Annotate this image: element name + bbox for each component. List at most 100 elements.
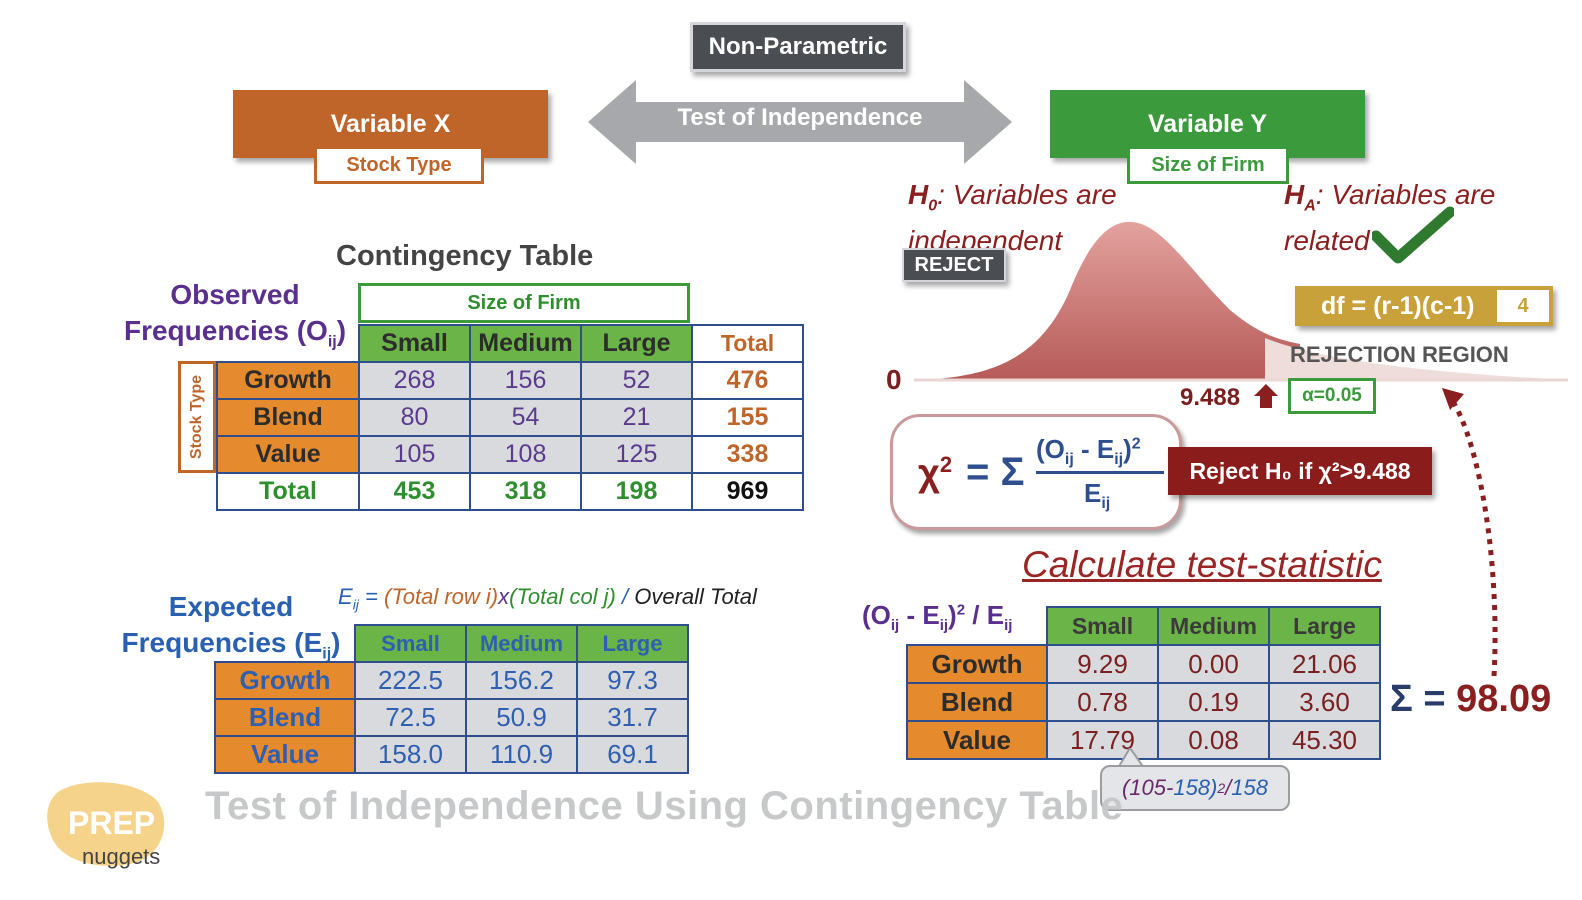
- formula-denominator: Eij: [1084, 478, 1111, 513]
- table-row: Blend 80 54 21 155: [216, 398, 804, 437]
- expected-col-medium: Medium: [465, 624, 578, 663]
- row-label-blend: Blend: [906, 682, 1048, 722]
- table-cell: 3.60: [1268, 682, 1381, 722]
- table-cell: 125: [580, 435, 693, 474]
- table-cell: 0.19: [1157, 682, 1270, 722]
- table-row: Value 17.79 0.08 45.30: [906, 720, 1381, 760]
- category-banner: Non-Parametric: [690, 22, 906, 72]
- ha-symbol: HA: [1284, 179, 1316, 215]
- table-cell: 268: [358, 361, 471, 400]
- contingency-table-title: Contingency Table: [336, 240, 594, 272]
- table-cell: 80: [358, 398, 471, 437]
- table-cell: 31.7: [576, 698, 689, 737]
- row-group-header: Stock Type: [178, 361, 216, 473]
- column-total: 453: [358, 472, 471, 511]
- table-row: Value 105 108 125 338: [216, 435, 804, 474]
- df-label: df = (r-1)(c-1): [1321, 291, 1475, 320]
- expected-table: Small Medium Large Growth 222.5 156.2 97…: [214, 624, 689, 774]
- calculate-title: Calculate test-statistic: [1022, 544, 1382, 585]
- expected-title: Expected Frequencies (Eij): [121, 591, 341, 663]
- variable-y-subtitle: Size of Firm: [1127, 146, 1289, 184]
- column-total: 198: [580, 472, 693, 511]
- row-label-value: Value: [216, 435, 360, 474]
- up-arrow-icon: [1254, 384, 1278, 408]
- row-label-growth: Growth: [216, 361, 360, 400]
- observed-header-row: Small Medium Large Total: [217, 324, 804, 363]
- table-cell: 156.2: [465, 661, 578, 700]
- calc-col-small: Small: [1046, 606, 1159, 646]
- table-cell: 52: [580, 361, 693, 400]
- zero-label: 0: [886, 364, 902, 395]
- table-cell: 21.06: [1268, 644, 1381, 684]
- calc-col-large: Large: [1268, 606, 1381, 646]
- table-cell: 97.3: [576, 661, 689, 700]
- critical-value-label: 9.488: [1180, 384, 1241, 411]
- table-row: Growth 222.5 156.2 97.3: [214, 661, 689, 700]
- table-cell: 0.00: [1157, 644, 1270, 684]
- table-cell: 0.08: [1157, 720, 1270, 760]
- observed-title: Observed Frequencies (Oij): [123, 279, 347, 351]
- expected-corner: [215, 625, 355, 662]
- column-group-header: Size of Firm: [358, 283, 690, 323]
- calc-col-medium: Medium: [1157, 606, 1270, 646]
- table-cell: 0.78: [1046, 682, 1159, 722]
- checkmark-icon: [1372, 206, 1454, 264]
- row-label-growth: Growth: [906, 644, 1048, 684]
- observed-col-total: Total: [691, 324, 804, 363]
- df-box: df = (r-1)(c-1) 4: [1295, 286, 1553, 326]
- dotted-arrow-icon: [1442, 388, 1498, 677]
- alpha-box: α=0.05: [1288, 378, 1376, 414]
- table-cell: 110.9: [465, 735, 578, 774]
- chi-square-curve: [914, 221, 1568, 382]
- formula-sigma: = Σ: [966, 450, 1025, 494]
- row-label-blend: Blend: [216, 398, 360, 437]
- footer-title: Test of Independence Using Contingency T…: [205, 784, 1124, 828]
- table-cell: 105: [358, 435, 471, 474]
- alternative-hypothesis: HA: Variables are related: [1284, 179, 1496, 256]
- double-arrow-icon: [588, 80, 1012, 164]
- observed-table: Small Medium Large Total Growth 268 156 …: [216, 324, 804, 511]
- table-row: Blend 0.78 0.19 3.60: [906, 682, 1381, 722]
- row-total: 338: [691, 435, 804, 474]
- row-label-value: Value: [214, 735, 356, 774]
- row-label-blend: Blend: [214, 698, 356, 737]
- sigma-symbol: Σ =: [1390, 678, 1446, 720]
- calc-header-row: Small Medium Large: [907, 606, 1381, 646]
- logo-bottom-text: nuggets: [82, 844, 160, 869]
- rejection-region-label: REJECTION REGION: [1290, 342, 1509, 367]
- observed-col-small: Small: [358, 324, 471, 363]
- sum-result: Σ = 98.09: [1390, 678, 1551, 721]
- column-total: 318: [469, 472, 582, 511]
- total-row: Total 453 318 198 969: [216, 472, 804, 511]
- reject-rule: Reject H₀ if χ²>9.488: [1168, 447, 1432, 495]
- table-cell: 69.1: [576, 735, 689, 774]
- variable-y-title: Variable Y: [1147, 110, 1268, 138]
- row-label-value: Value: [906, 720, 1048, 760]
- grand-total: 969: [691, 472, 804, 511]
- row-total: 155: [691, 398, 804, 437]
- table-cell: 222.5: [354, 661, 467, 700]
- expected-formula: Eij = (Total row i)x(Total col j) / Over…: [338, 584, 757, 613]
- expected-col-small: Small: [354, 624, 467, 663]
- formula-numerator: (Oij - Eij)2: [1036, 434, 1141, 469]
- table-row: Value 158.0 110.9 69.1: [214, 735, 689, 774]
- table-row: Growth 268 156 52 476: [216, 361, 804, 400]
- reject-tag: REJECT: [902, 248, 1006, 282]
- observed-col-large: Large: [580, 324, 693, 363]
- prep-nuggets-logo: PREP nuggets: [47, 782, 165, 869]
- expected-col-large: Large: [576, 624, 689, 663]
- table-cell: 108: [469, 435, 582, 474]
- formula-lhs: χ2: [918, 452, 953, 495]
- table-cell: 45.30: [1268, 720, 1381, 760]
- sum-value: 98.09: [1456, 678, 1552, 720]
- expected-header-row: Small Medium Large: [215, 624, 689, 663]
- table-cell: 17.79: [1046, 720, 1159, 760]
- calc-corner: [907, 607, 1047, 645]
- observed-corner: [217, 325, 359, 362]
- variable-x-title: Variable X: [330, 110, 451, 138]
- calculation-table: Small Medium Large Growth 9.29 0.00 21.0…: [906, 606, 1381, 760]
- table-row: Blend 72.5 50.9 31.7: [214, 698, 689, 737]
- h0-symbol: H0: [908, 179, 938, 215]
- observed-col-medium: Medium: [469, 324, 582, 363]
- fraction-bar: [1036, 471, 1164, 474]
